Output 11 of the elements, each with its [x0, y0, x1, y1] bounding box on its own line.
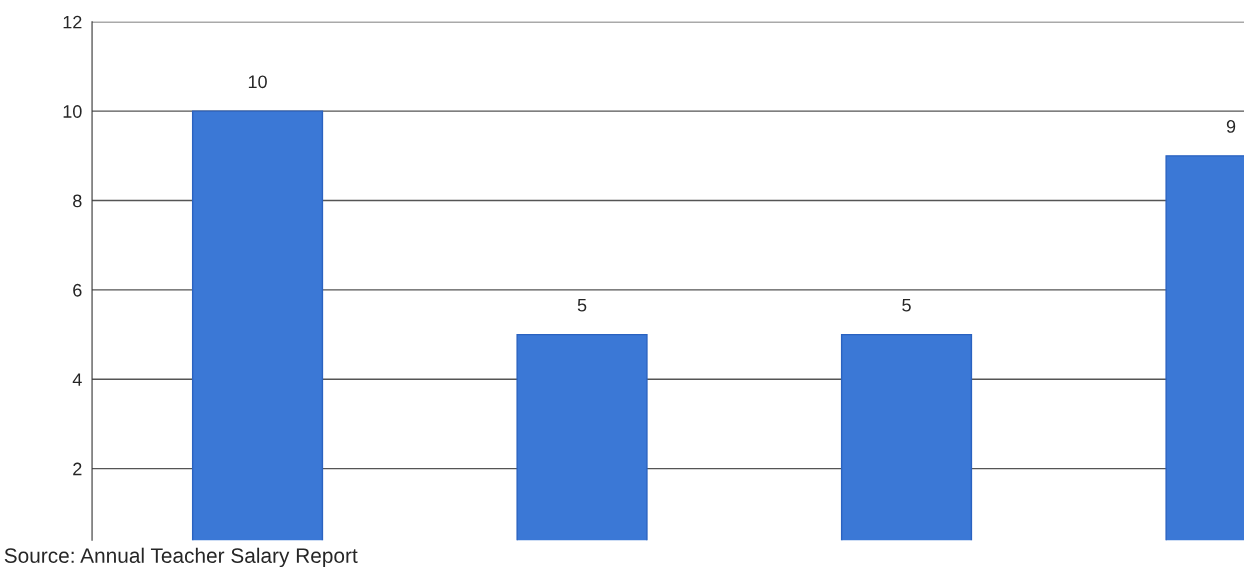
y-tick-label: 12 [63, 15, 82, 29]
y-tick-label: 8 [73, 194, 82, 208]
y-tick-label: 10 [63, 105, 82, 118]
y-tick-label: 6 [73, 283, 82, 297]
data-label: 10 [248, 75, 267, 89]
data-label: 5 [577, 298, 587, 312]
data-label: 9 [1226, 120, 1236, 133]
y-tick-label: 4 [72, 373, 82, 386]
source-note: Source: Annual Teacher Salary Report [4, 547, 358, 568]
y-tick-label: 2 [73, 462, 82, 476]
data-label: 5 [902, 298, 911, 312]
